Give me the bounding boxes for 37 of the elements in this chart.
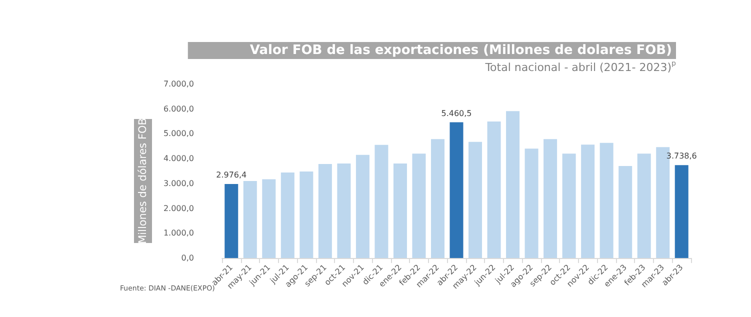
y-tick-label: 3.000,0 xyxy=(163,178,194,188)
bar xyxy=(544,139,558,258)
bar xyxy=(280,172,294,258)
bar xyxy=(618,166,632,258)
bar xyxy=(524,148,538,258)
data-label: 5.460,5 xyxy=(441,108,472,118)
bar xyxy=(224,184,238,258)
y-tick-label: 2.000,0 xyxy=(163,204,194,213)
bar xyxy=(581,144,595,258)
y-axis-title: Millones de dólares FOB xyxy=(137,118,149,244)
bar xyxy=(506,111,520,258)
bar xyxy=(637,154,651,258)
bar xyxy=(356,154,370,258)
data-label: 2.976,4 xyxy=(216,170,247,180)
y-tick-label: 0,0 xyxy=(181,254,194,262)
bar xyxy=(318,164,332,258)
bar xyxy=(562,154,576,258)
bar xyxy=(412,154,426,258)
bar xyxy=(300,171,314,258)
y-tick-label: 6.000,0 xyxy=(163,104,194,114)
bar xyxy=(337,164,351,258)
bar xyxy=(374,144,388,258)
data-label: 3.738,6 xyxy=(666,152,697,161)
bar xyxy=(487,122,501,258)
bar xyxy=(393,164,407,258)
bar xyxy=(600,142,614,258)
y-tick-label: 7.000,0 xyxy=(163,80,194,88)
y-tick-label: 5.000,0 xyxy=(163,129,194,138)
bar xyxy=(262,179,276,258)
bar xyxy=(243,180,257,258)
bar xyxy=(468,142,482,258)
y-tick-label: 1.000,0 xyxy=(163,228,194,238)
bar xyxy=(674,165,688,258)
bar xyxy=(450,122,464,258)
chart-title: Valor FOB de las exportaciones (Millones de dolares FOB) xyxy=(250,43,672,58)
y-tick-label: 4.000,0 xyxy=(163,154,194,164)
bar xyxy=(430,139,444,258)
